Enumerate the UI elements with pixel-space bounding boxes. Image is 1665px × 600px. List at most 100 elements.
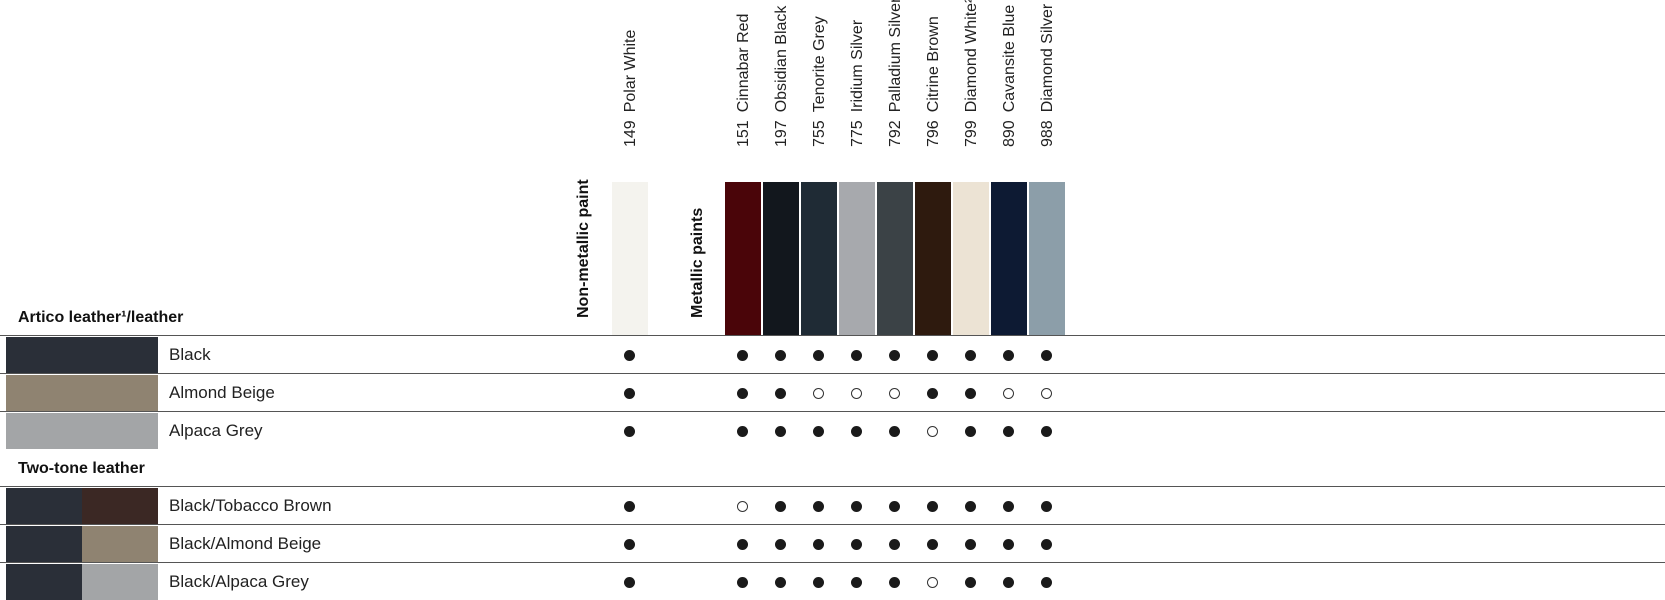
available-mark bbox=[965, 388, 976, 399]
available-mark bbox=[965, 350, 976, 361]
available-mark bbox=[624, 350, 635, 361]
optional-mark bbox=[1003, 388, 1014, 399]
color-name: Diamond White² bbox=[962, 0, 980, 113]
color-column-header: 197 Obsidian Black bbox=[763, 0, 800, 163]
color-header-text: 151 Cinnabar Red bbox=[734, 14, 752, 147]
color-column-header: 755 Tenorite Grey bbox=[801, 0, 838, 163]
upholstery-label: Black bbox=[169, 345, 211, 364]
paint-group-label: Non-metallic paint bbox=[572, 179, 596, 334]
available-mark bbox=[851, 501, 862, 512]
color-name: Obsidian Black bbox=[772, 5, 790, 113]
available-mark bbox=[1003, 539, 1014, 550]
color-code: 796 bbox=[924, 120, 942, 147]
available-mark bbox=[737, 577, 748, 588]
color-name: Palladium Silver bbox=[886, 0, 904, 113]
paint-swatch bbox=[801, 182, 838, 335]
upholstery-sample-part bbox=[6, 564, 82, 600]
available-mark bbox=[813, 539, 824, 550]
available-mark bbox=[927, 350, 938, 361]
available-mark bbox=[1003, 577, 1014, 588]
color-name: Tenorite Grey bbox=[810, 16, 828, 113]
upholstery-sample-part bbox=[82, 488, 158, 524]
available-mark bbox=[1041, 577, 1052, 588]
paint-swatch bbox=[1029, 182, 1066, 335]
color-header-text: 796 Citrine Brown bbox=[924, 16, 942, 147]
color-code: 988 bbox=[1038, 120, 1056, 147]
color-column-header: 775 Iridium Silver bbox=[839, 0, 876, 163]
color-code: 755 bbox=[810, 120, 828, 147]
row-divider bbox=[0, 486, 1665, 487]
color-name: Cavansite Blue bbox=[1000, 4, 1018, 113]
paint-swatch bbox=[612, 182, 649, 335]
color-code: 799 bbox=[962, 120, 980, 147]
upholstery-sample bbox=[6, 337, 158, 373]
optional-mark bbox=[927, 426, 938, 437]
upholstery-sample bbox=[6, 375, 158, 411]
color-code: 197 bbox=[772, 120, 790, 147]
upholstery-sample bbox=[6, 488, 158, 524]
available-mark bbox=[1041, 426, 1052, 437]
available-mark bbox=[889, 501, 900, 512]
available-mark bbox=[1041, 350, 1052, 361]
row-divider bbox=[0, 411, 1665, 412]
available-mark bbox=[965, 577, 976, 588]
available-mark bbox=[737, 350, 748, 361]
available-mark bbox=[624, 577, 635, 588]
available-mark bbox=[889, 426, 900, 437]
color-column-header: 792 Palladium Silver bbox=[877, 0, 914, 163]
upholstery-label: Black/Alpaca Grey bbox=[169, 572, 309, 591]
available-mark bbox=[927, 388, 938, 399]
color-code: 890 bbox=[1000, 120, 1018, 147]
available-mark bbox=[737, 426, 748, 437]
available-mark bbox=[624, 539, 635, 550]
available-mark bbox=[1041, 539, 1052, 550]
upholstery-sample-part bbox=[6, 375, 158, 411]
available-mark bbox=[775, 539, 786, 550]
color-header-text: 149 Polar White bbox=[621, 29, 639, 147]
available-mark bbox=[1003, 350, 1014, 361]
available-mark bbox=[889, 539, 900, 550]
upholstery-label: Almond Beige bbox=[169, 383, 275, 402]
upholstery-sample-part bbox=[6, 488, 82, 524]
paint-swatch bbox=[953, 182, 990, 335]
color-name: Polar White bbox=[621, 29, 639, 113]
paint-swatch bbox=[877, 182, 914, 335]
upholstery-sample-part bbox=[6, 526, 82, 562]
optional-mark bbox=[813, 388, 824, 399]
color-column-header: 151 Cinnabar Red bbox=[725, 0, 762, 163]
color-column-header: 149 Polar White bbox=[612, 0, 649, 163]
available-mark bbox=[813, 501, 824, 512]
upholstery-sample-part bbox=[82, 564, 158, 600]
color-code: 149 bbox=[621, 120, 639, 147]
available-mark bbox=[965, 501, 976, 512]
paint-group-label-text: Metallic paints bbox=[689, 207, 706, 318]
color-code: 151 bbox=[734, 120, 752, 147]
paint-swatch bbox=[991, 182, 1028, 335]
optional-mark bbox=[927, 577, 938, 588]
section-title: Two-tone leather bbox=[18, 460, 145, 477]
available-mark bbox=[775, 350, 786, 361]
color-column-header: 988 Diamond Silver bbox=[1029, 0, 1066, 163]
available-mark bbox=[965, 426, 976, 437]
available-mark bbox=[1003, 426, 1014, 437]
row-divider bbox=[0, 373, 1665, 374]
upholstery-label: Alpaca Grey bbox=[169, 421, 263, 440]
available-mark bbox=[851, 350, 862, 361]
available-mark bbox=[851, 577, 862, 588]
paint-swatch bbox=[915, 182, 952, 335]
color-header-text: 755 Tenorite Grey bbox=[810, 16, 828, 147]
upholstery-sample bbox=[6, 564, 158, 600]
color-header-text: 890 Cavansite Blue bbox=[1000, 4, 1018, 147]
upholstery-sample-part bbox=[6, 337, 158, 373]
available-mark bbox=[889, 350, 900, 361]
paint-swatch bbox=[839, 182, 876, 335]
color-name: Iridium Silver bbox=[848, 19, 866, 113]
paint-swatch bbox=[763, 182, 800, 335]
available-mark bbox=[813, 577, 824, 588]
available-mark bbox=[927, 539, 938, 550]
color-column-header: 890 Cavansite Blue bbox=[991, 0, 1028, 163]
available-mark bbox=[1041, 501, 1052, 512]
available-mark bbox=[965, 539, 976, 550]
row-divider bbox=[0, 335, 1665, 336]
